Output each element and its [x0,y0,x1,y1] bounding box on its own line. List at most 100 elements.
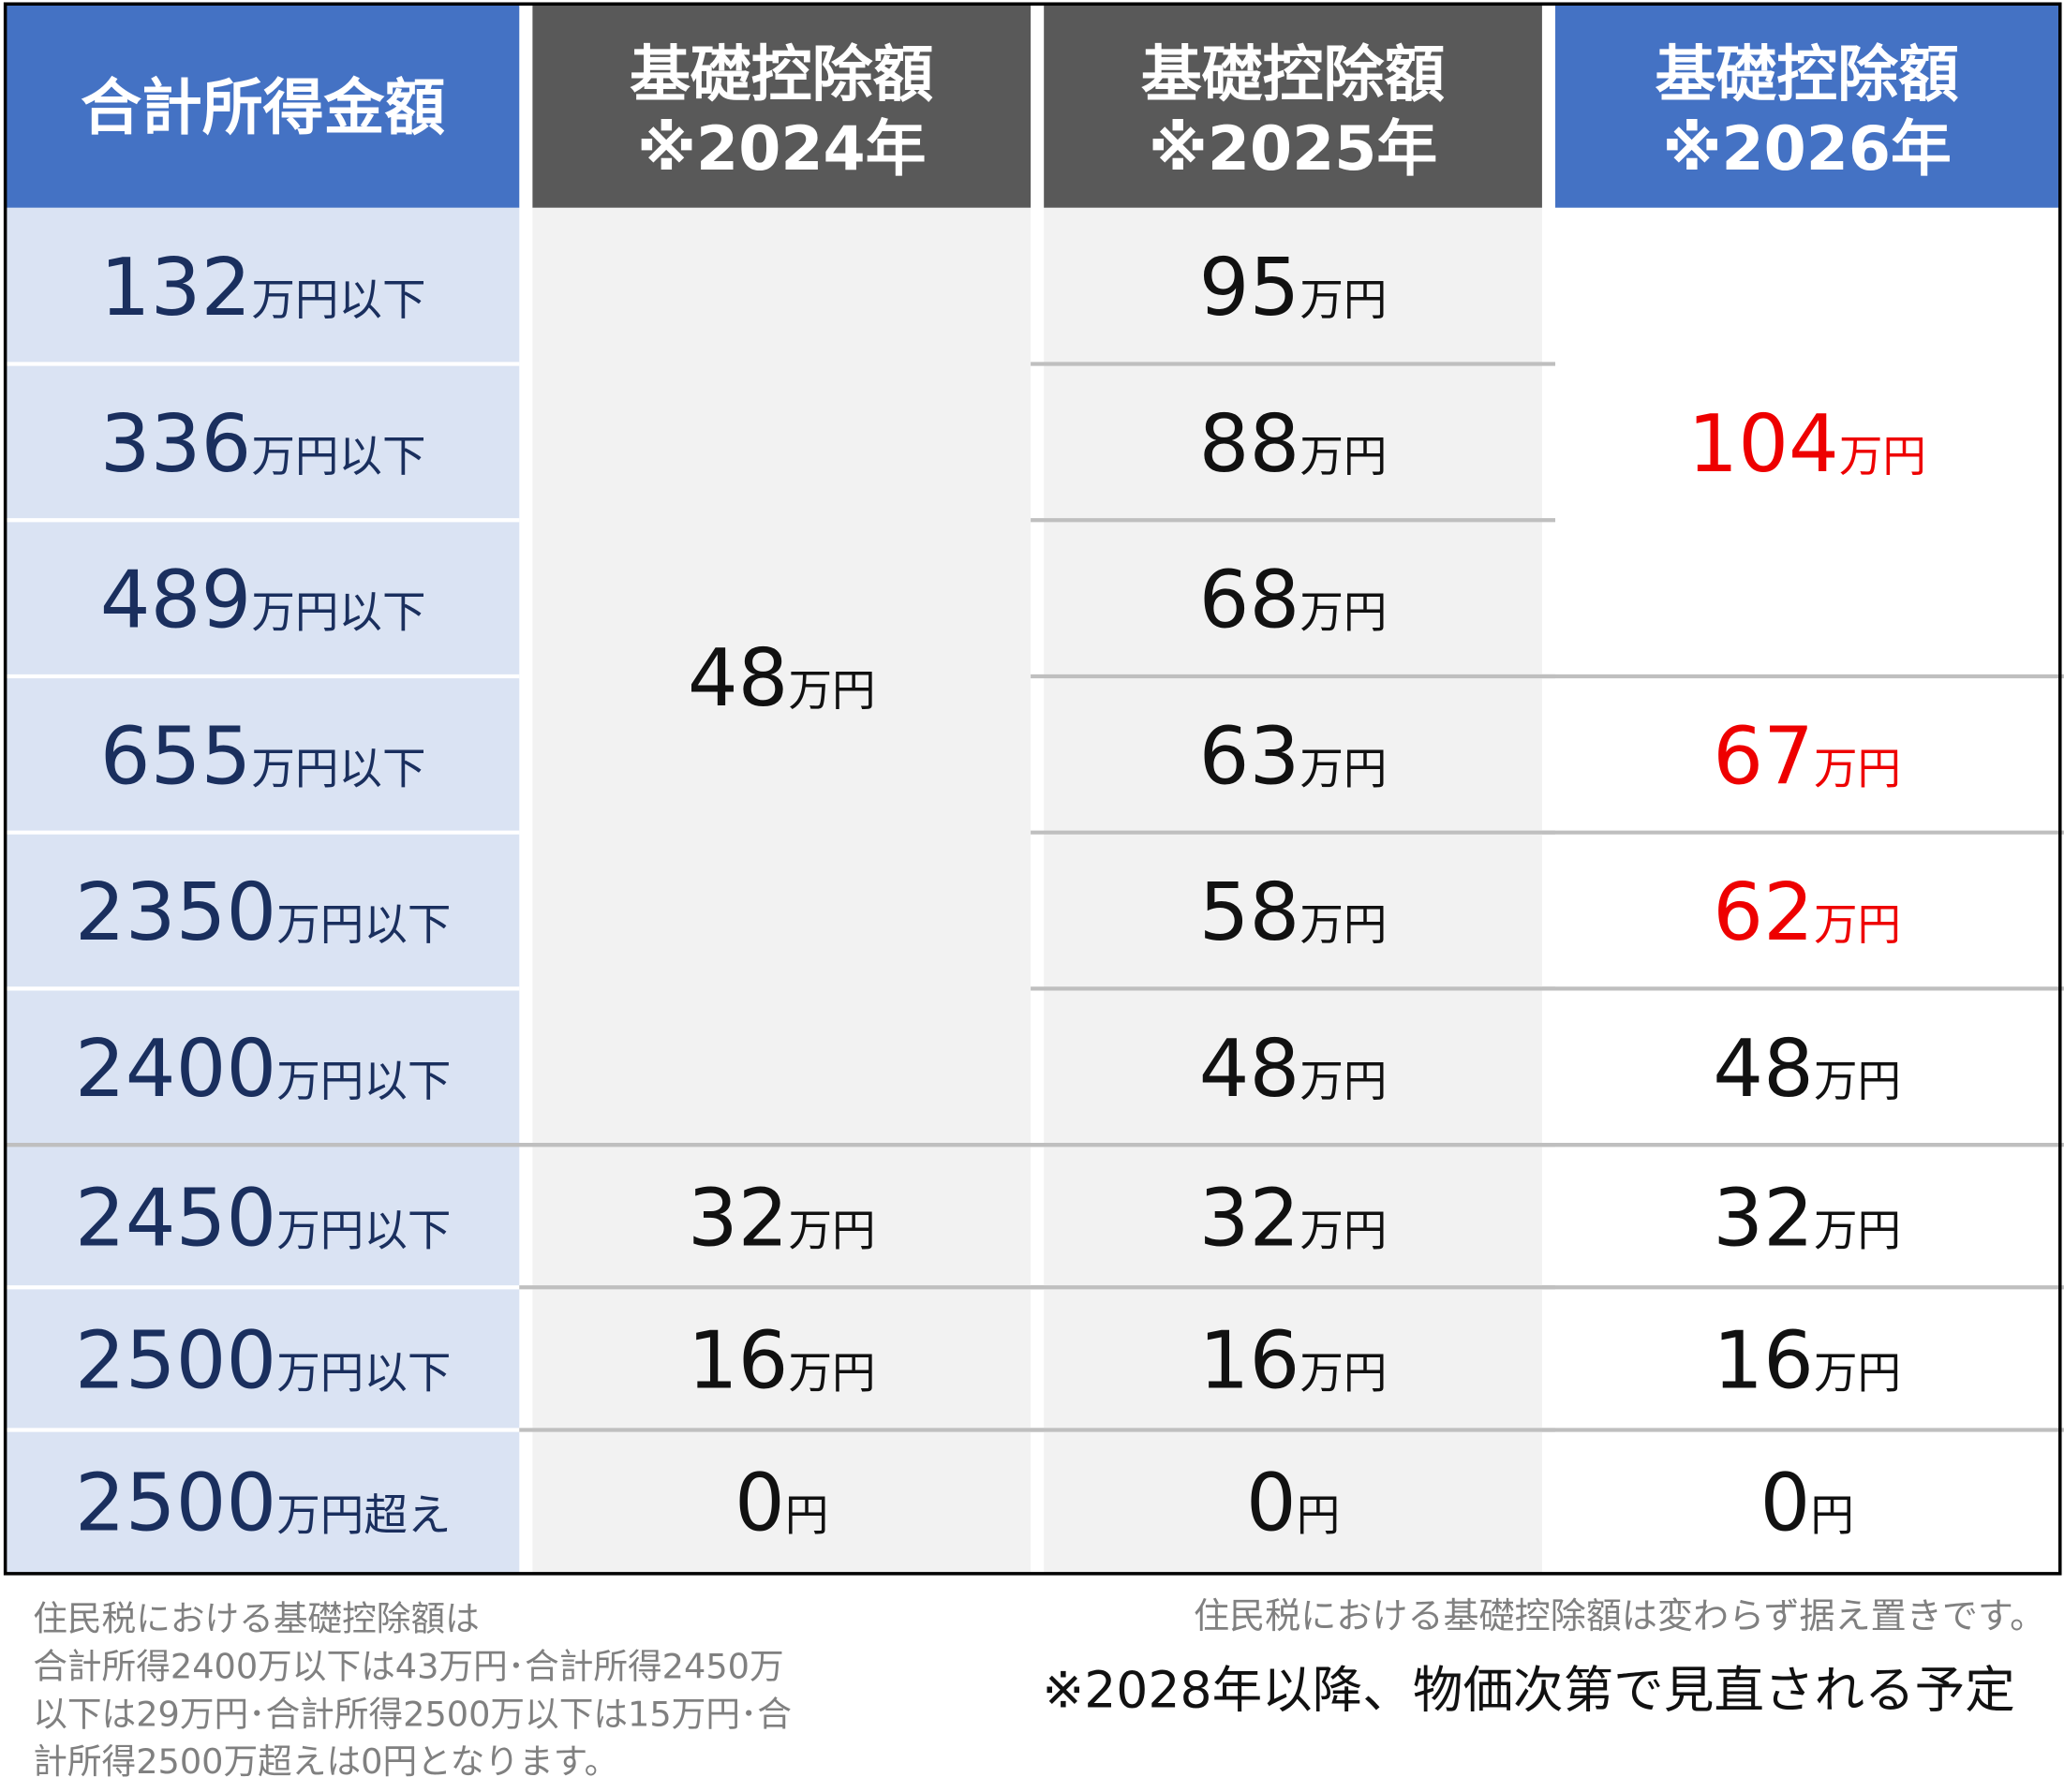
cell-unit: 万円 [789,1205,876,1255]
cell-text: 336万円以下 [100,397,426,490]
cell-text: 2500万円以下 [75,1313,452,1406]
cell-unit: 円 [1297,1490,1341,1541]
cell-unit: 万円以下 [276,899,451,950]
cell-text: 16万円 [688,1313,876,1406]
cell-text: 67万円 [1713,709,1901,802]
table-border [3,2,2062,1576]
cell-unit: 円 [1810,1490,1854,1541]
cell-text: 63万円 [1199,709,1388,802]
cell-number: 32 [1199,1171,1300,1264]
cell-text: 95万円 [1199,241,1388,333]
cell-number: 63 [1199,709,1300,802]
header-text: ※2024年 [637,114,926,185]
cell-text: 32万円 [688,1171,876,1264]
cell-number: 0 [1760,1457,1810,1549]
cell-text: 2350万円以下 [75,866,452,958]
cell-unit: 万円 [1299,274,1387,325]
cell-text: 48万円 [688,631,876,724]
header-cell [1555,4,2059,208]
cell-text: 104万円 [1687,397,1926,490]
cell-number: 32 [688,1171,789,1264]
cell-unit: 万円 [1814,899,1901,950]
cell-text: 16万円 [1713,1313,1901,1406]
cell-unit: 万円 [1299,1205,1387,1255]
cell-number: 48 [1199,1022,1300,1115]
cell-text: 0円 [1246,1457,1340,1549]
cell-unit: 万円以下 [251,743,425,793]
header-cell [1044,4,1542,208]
cell-number: 88 [1199,397,1300,490]
cell-unit: 万円以下 [251,431,425,481]
cell-unit: 万円 [789,665,876,716]
header-text: ※2025年 [1149,114,1437,185]
cell-text: 48万円 [1713,1022,1901,1115]
cell-unit: 万円 [789,1347,876,1398]
cell-number: 336 [100,397,252,490]
column-bg [1555,207,2059,1573]
cell-number: 68 [1199,554,1300,646]
cell-unit: 万円 [1814,1205,1901,1255]
header-text: 基礎控除額 [630,40,933,111]
cell-unit: 万円以下 [251,587,425,638]
cell-number: 16 [1199,1313,1300,1406]
cell-number: 0 [735,1457,785,1549]
cell-unit: 万円 [1299,1056,1387,1106]
cell-unit: 円 [785,1490,829,1541]
cell-number: 2450 [75,1171,276,1264]
cell-number: 2400 [75,1022,276,1115]
cell-number: 58 [1199,866,1300,958]
column-bg [7,207,520,1573]
cell-number: 2500 [75,1313,276,1406]
header-cell [532,4,1032,208]
header-cell [7,4,520,208]
header-text: 基礎控除額 [1141,40,1445,111]
cell-unit: 万円 [1814,1056,1901,1106]
cell-unit: 万円以下 [276,1056,451,1106]
cell-number: 95 [1199,241,1300,333]
header-text: 合計所得金額 [81,73,445,143]
cell-number: 32 [1713,1171,1814,1264]
cell-number: 0 [1246,1457,1297,1549]
cell-unit: 万円以下 [276,1347,451,1398]
column-bg [1044,207,1542,1573]
cell-number: 16 [688,1313,789,1406]
cell-unit: 万円 [1299,743,1387,793]
cell-number: 2350 [75,866,276,958]
header-text: 基礎控除額 [1656,40,1959,111]
note-left: 以下は29万円･合計所得2500万以下は15万円･合 [33,1694,792,1734]
cell-number: 62 [1713,866,1814,958]
cell-text: 32万円 [1713,1171,1901,1264]
cell-number: 48 [688,631,789,724]
cell-number: 655 [100,709,252,802]
cell-unit: 万円 [1299,431,1387,481]
cell-text: 655万円以下 [100,709,426,802]
note-left: 計所得2500万超えは0円となります。 [33,1741,618,1782]
cell-unit: 万円以下 [276,1205,451,1255]
cell-text: 32万円 [1199,1171,1388,1264]
cell-text: 16万円 [1199,1313,1388,1406]
cell-text: 48万円 [1199,1022,1388,1115]
note-left: 住民税における基礎控除額は [33,1599,480,1639]
cell-text: 2400万円以下 [75,1022,452,1115]
cell-text: 489万円以下 [100,554,426,646]
cell-unit: 万円 [1814,743,1901,793]
note-right: 住民税における基礎控除額は変わらず据え置きです。 [1194,1595,2045,1636]
cell-number: 67 [1713,709,1814,802]
cell-text: 88万円 [1199,397,1388,490]
cell-text: 2500万円超え [75,1457,452,1549]
cell-unit: 万円 [1299,587,1387,638]
cell-number: 489 [100,554,252,646]
cell-text: 62万円 [1713,866,1901,958]
cell-unit: 万円超え [276,1490,451,1541]
note-left: 合計所得2400万以下は43万円･合計所得2450万 [33,1646,783,1686]
cell-text: 132万円以下 [100,241,426,333]
cell-number: 2500 [75,1457,276,1549]
cell-number: 104 [1687,397,1839,490]
header-text: ※2026年 [1662,114,1951,185]
cell-unit: 万円 [1299,1347,1387,1398]
note-right-main: ※2028年以降、物価次第で見直される予定 [1042,1661,2014,1720]
cell-text: 2450万円以下 [75,1171,452,1264]
column-bg [532,207,1032,1573]
cell-text: 58万円 [1199,866,1388,958]
